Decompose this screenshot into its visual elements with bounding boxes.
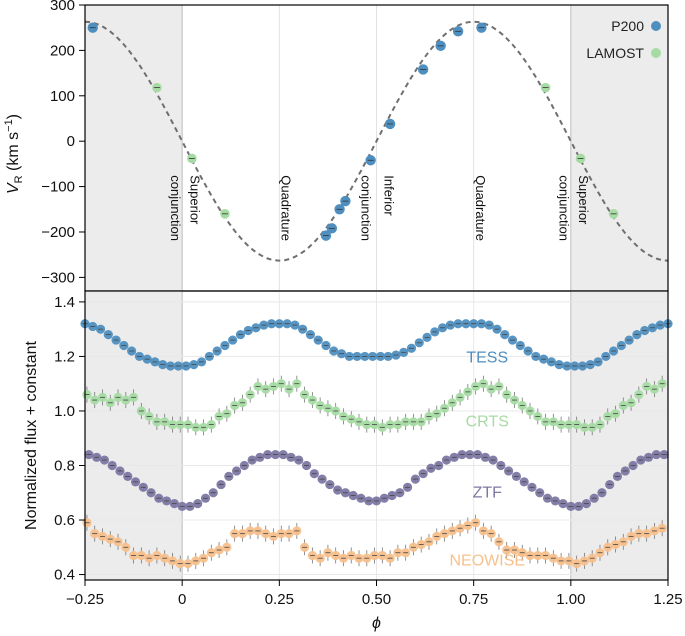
y-axis-title-part: ) xyxy=(5,114,22,119)
legend-label: LAMOST xyxy=(586,45,644,61)
shaded-region xyxy=(85,5,183,291)
y-tick-label: −200 xyxy=(41,224,75,241)
y-axis-title-part: −1 xyxy=(3,119,15,132)
shaded-region xyxy=(85,291,183,580)
series-tess xyxy=(80,319,673,371)
shaded-region xyxy=(570,291,668,580)
legend-label: P200 xyxy=(611,18,644,34)
y-axis-title: Normalized flux + constant xyxy=(23,340,40,530)
annotation-label: Inferior xyxy=(382,175,397,216)
y-tick-label: 0 xyxy=(67,133,75,150)
y-tick-label: 200 xyxy=(50,42,75,59)
series-neowise xyxy=(82,514,667,572)
legend-marker xyxy=(651,21,661,31)
y-axis-title: VR (km s−1) xyxy=(3,114,25,194)
series-label: ZTF xyxy=(473,484,503,501)
annotation-label: conjunction xyxy=(168,175,183,241)
plot-frame xyxy=(84,290,669,581)
y-tick-label: 1.2 xyxy=(54,348,75,365)
series-label: CRTS xyxy=(466,414,509,431)
y-tick-label: 0.6 xyxy=(54,512,75,529)
series-crts xyxy=(82,375,667,436)
x-tick-label: 0 xyxy=(178,591,186,608)
annotation-label: conjunction xyxy=(557,175,572,241)
y-axis-title-part: R xyxy=(13,175,25,183)
x-tick-label: 1.00 xyxy=(556,591,585,608)
annotation-label: Superior xyxy=(576,175,591,225)
annotation-label: Superior xyxy=(187,175,202,225)
x-tick-label: 0.50 xyxy=(362,591,391,608)
light-curve-panel: TESS CRTS ZTF NEOWISE 1.4 1.2 1.0 0.8 0.6 0.4 −0.2… xyxy=(23,290,683,632)
x-tick-label: 0.25 xyxy=(265,591,294,608)
series-label: TESS xyxy=(466,349,508,366)
series-p200 xyxy=(87,22,487,241)
y-tick-label: 0.4 xyxy=(54,567,75,584)
radial-velocity-panel: conjunction Superior Quadrature conjunction… xyxy=(3,0,669,292)
y-tick-label: 1.4 xyxy=(54,294,75,311)
y-tick-label: 1.0 xyxy=(54,403,75,420)
series-label: NEOWISE xyxy=(449,553,525,570)
legend: P200 LAMOST xyxy=(586,18,661,61)
series-ztf xyxy=(84,449,669,511)
y-axis-title-part: V xyxy=(5,182,22,194)
y-tick-label: −300 xyxy=(41,269,75,286)
annotation-label: Quadrature xyxy=(279,175,294,241)
legend-marker xyxy=(651,48,661,58)
annotation-label: conjunction xyxy=(358,175,373,241)
model-curve xyxy=(84,20,669,262)
x-axis-title: ϕ xyxy=(372,615,381,632)
x-tick-label: −0.25 xyxy=(66,591,104,608)
y-tick-label: −100 xyxy=(41,179,75,196)
x-tick-label: 1.25 xyxy=(653,591,682,608)
x-tick-label: 0.75 xyxy=(459,591,488,608)
y-tick-label: 300 xyxy=(50,0,75,14)
y-axis-title-part: (km s xyxy=(5,132,22,176)
annotation-label: Quadrature xyxy=(473,175,488,241)
series-lamost xyxy=(152,82,619,219)
y-tick-label: 0.8 xyxy=(54,457,75,474)
y-tick-label: 100 xyxy=(50,88,75,105)
